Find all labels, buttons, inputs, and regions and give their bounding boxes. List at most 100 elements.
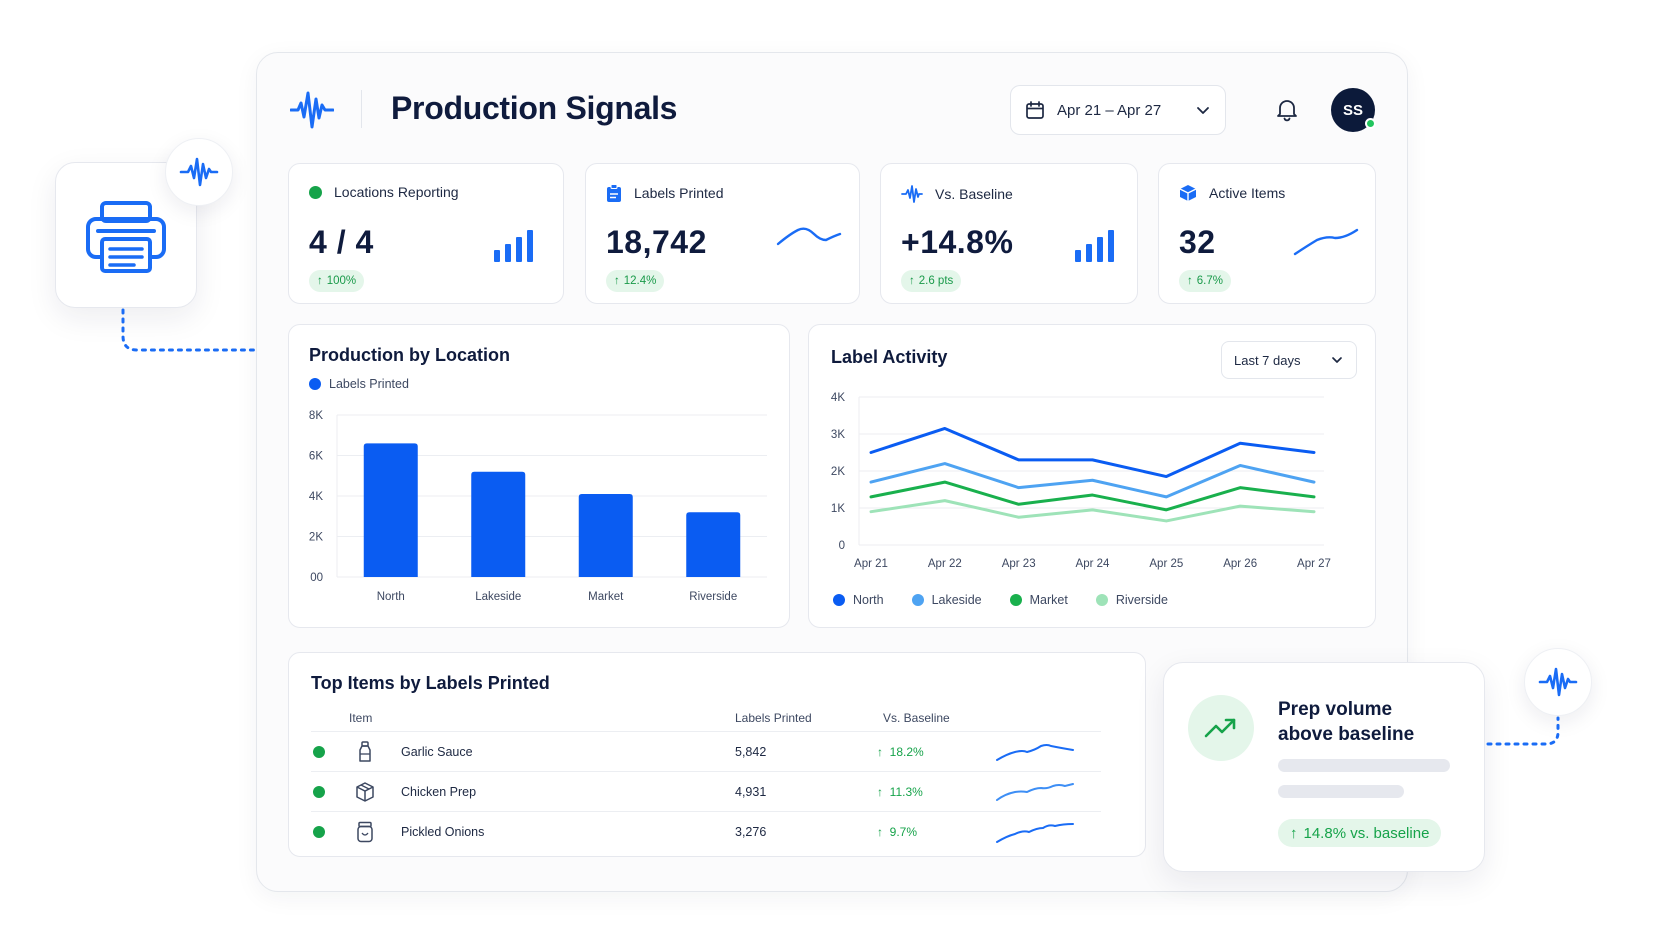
item-labels: 3,276: [735, 825, 767, 839]
item-name: Chicken Prep: [401, 785, 477, 799]
chevron-down-icon: [1332, 357, 1342, 363]
signal-bars-icon: [1075, 230, 1114, 262]
alert-title: Prep volume above baseline: [1278, 697, 1414, 747]
row-sparkline: [996, 783, 1074, 801]
kpi-card-labels-printed[interactable]: Labels Printed 18,742 ↑ 12.4%: [585, 163, 860, 304]
legend-label: Lakeside: [931, 593, 982, 607]
date-range-picker[interactable]: Apr 21 – Apr 27: [1010, 85, 1226, 135]
alert-title-line2: above baseline: [1278, 724, 1415, 745]
x-tick-label: Apr 22: [928, 558, 962, 570]
series-line-riverside[interactable]: [869, 499, 1316, 523]
y-tick-label: 4K: [831, 392, 845, 404]
legend-label: Market: [1029, 593, 1068, 607]
kpi-label: Active Items: [1209, 185, 1286, 201]
arrow-up-icon: ↑: [1187, 275, 1193, 287]
kpi-card-vs-baseline[interactable]: Vs. Baseline +14.8% ↑ 2.6 pts: [880, 163, 1138, 304]
bar-north[interactable]: [363, 443, 418, 577]
line-legend: North Lakeside Market Riverside: [833, 593, 1168, 607]
waveform-badge-left: [165, 138, 233, 206]
kpi-delta: 6.7%: [1196, 275, 1223, 287]
kpi-card-active-items[interactable]: Active Items 32 ↑ 6.7%: [1158, 163, 1376, 304]
label-activity-panel: Label Activity Last 7 days 0 1K 2K 3K 4K Apr …: [808, 324, 1376, 628]
table-row[interactable]: Garlic Sauce 5,842 ↑ 18.2%: [311, 731, 1101, 771]
avatar[interactable]: SS: [1331, 88, 1376, 132]
table-row[interactable]: Pickled Onions 3,276 ↑ 9.7%: [311, 811, 1101, 851]
y-tick-label: 6K: [309, 451, 323, 463]
chevron-down-icon: [1197, 107, 1209, 114]
connector-left: [121, 308, 258, 352]
alert-title-line1: Prep volume: [1278, 699, 1393, 720]
alert-badge: ↑ 14.8% vs. baseline: [1278, 819, 1442, 847]
kpi-card-locations[interactable]: Locations Reporting 4 / 4 ↑ 100%: [288, 163, 564, 304]
legend-label: Labels Printed: [329, 377, 409, 391]
kpi-delta-badge: ↑ 100%: [309, 270, 365, 292]
kpi-label: Locations Reporting: [334, 184, 459, 200]
clipboard-icon: [607, 184, 621, 202]
x-tick-label: Riverside: [689, 591, 737, 603]
x-tick-label: Lakeside: [475, 591, 521, 603]
placeholder-line: [1278, 759, 1450, 772]
date-range-label: Apr 21 – Apr 27: [1057, 101, 1162, 119]
legend-item-riverside[interactable]: Riverside: [1095, 593, 1168, 607]
table-row[interactable]: Chicken Prep 4,931 ↑ 11.3%: [311, 771, 1101, 811]
series-line-lakeside[interactable]: [869, 462, 1316, 499]
bar-lakeside[interactable]: [471, 471, 526, 577]
legend-label: Riverside: [1115, 593, 1168, 607]
legend-swatch: [911, 594, 924, 606]
kpi-value: +14.8%: [901, 224, 1014, 260]
signal-bars-icon: [494, 230, 533, 262]
bottle-icon: [359, 741, 371, 762]
panel-title: Top Items by Labels Printed: [311, 673, 550, 693]
placeholder-line: [1278, 785, 1404, 798]
legend-item-north[interactable]: North: [833, 593, 884, 607]
bar-riverside[interactable]: [686, 512, 741, 577]
status-dot: [313, 826, 325, 838]
header-divider: [361, 90, 362, 128]
legend-swatch: [833, 594, 845, 606]
kpi-sparkline: [1293, 228, 1359, 256]
x-tick-label: Apr 27: [1297, 558, 1331, 570]
column-header-labels: Labels Printed: [735, 711, 812, 725]
bar-market[interactable]: [578, 493, 633, 577]
production-by-location-panel: Production by Location Labels Printed 00…: [288, 324, 790, 628]
range-select[interactable]: Last 7 days: [1221, 341, 1357, 379]
page-title: Production Signals: [391, 90, 678, 126]
range-select-label: Last 7 days: [1234, 352, 1301, 368]
y-tick-label: 2K: [831, 466, 845, 478]
arrow-up-icon: ↑: [614, 275, 620, 287]
y-tick-label: 00: [310, 572, 323, 584]
arrow-up-icon: ↑: [317, 275, 323, 287]
x-tick-label: Market: [588, 591, 624, 603]
item-delta: ↑ 9.7%: [877, 825, 918, 839]
kpi-delta: 100%: [326, 275, 357, 287]
legend-item-lakeside[interactable]: Lakeside: [911, 593, 982, 607]
item-delta-value: 18.2%: [889, 745, 924, 759]
status-dot: [313, 786, 325, 798]
bar-chart: 00 2K 4K 6K 8K North Lakeside Market Riverside: [309, 410, 767, 603]
legend-item-market[interactable]: Market: [1009, 593, 1068, 607]
kpi-sparkline: [776, 227, 842, 246]
series-line-market[interactable]: [869, 480, 1316, 512]
cube-icon: [1179, 185, 1197, 201]
legend-swatch: [1009, 594, 1022, 606]
row-sparkline: [996, 744, 1074, 761]
line-chart: 0 1K 2K 3K 4K Apr 21 Apr 22 Apr 23 Apr 24 Apr 25 A…: [831, 392, 1331, 570]
trend-up-icon: [1204, 718, 1236, 738]
panel-title: Label Activity: [831, 347, 948, 367]
alert-card[interactable]: Prep volume above baseline ↑ 14.8% vs. b…: [1163, 662, 1485, 872]
kpi-delta: 2.6 pts: [918, 275, 954, 287]
jar-icon: [357, 821, 373, 843]
bell-icon[interactable]: [1274, 96, 1300, 122]
x-tick-label: Apr 25: [1149, 558, 1183, 570]
series-line-north[interactable]: [869, 426, 1316, 479]
kpi-label: Labels Printed: [634, 185, 724, 201]
x-tick-label: Apr 23: [1002, 558, 1036, 570]
y-tick-label: 2K: [309, 532, 323, 544]
kpi-label: Vs. Baseline: [935, 186, 1013, 202]
y-tick-label: 8K: [309, 410, 323, 422]
x-tick-label: Apr 24: [1076, 558, 1110, 570]
row-sparkline: [996, 823, 1074, 843]
avatar-initials: SS: [1342, 101, 1363, 119]
alert-badge-text: 14.8% vs. baseline: [1303, 824, 1430, 842]
x-tick-label: North: [377, 591, 405, 603]
